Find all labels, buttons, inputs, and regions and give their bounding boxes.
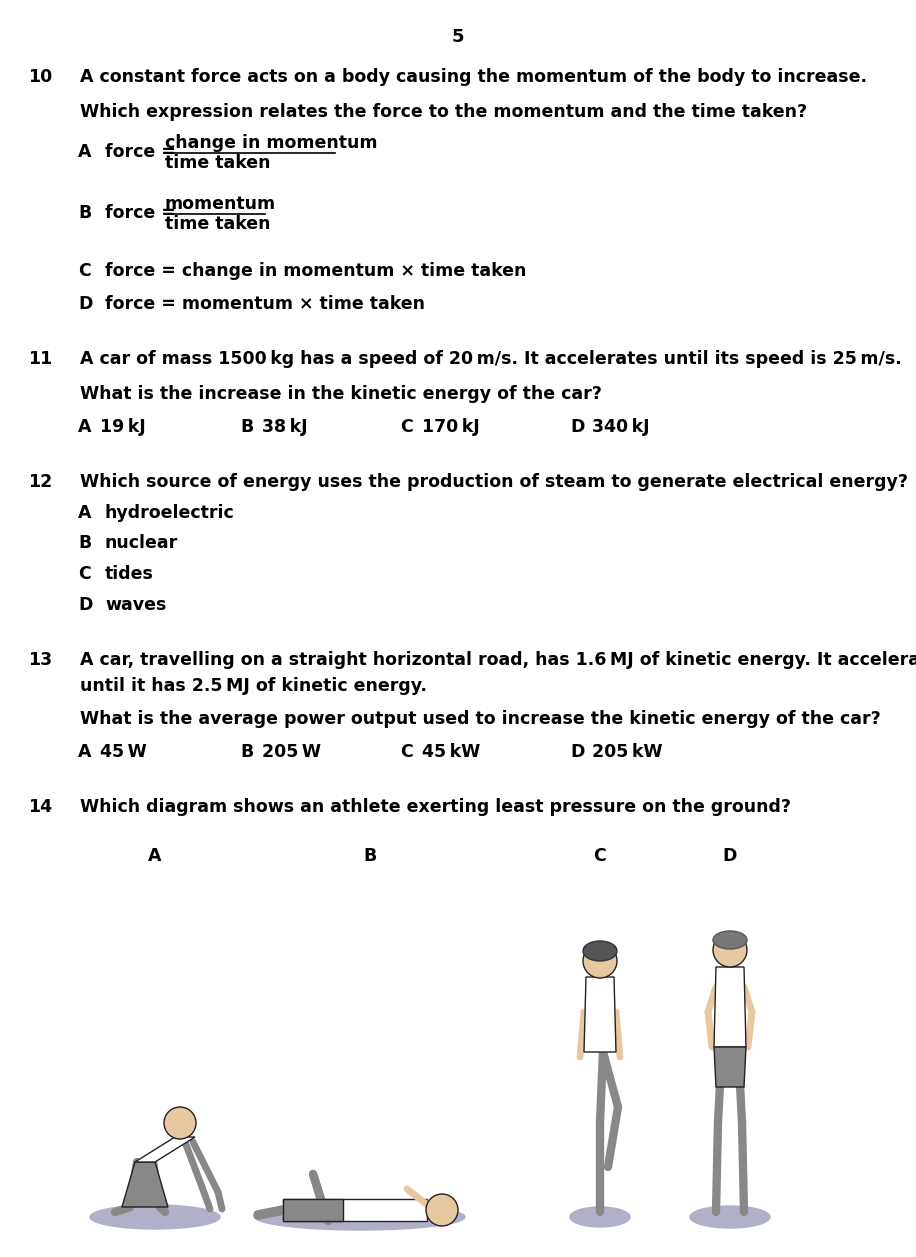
Text: nuclear: nuclear [105,534,179,552]
Text: A: A [78,743,92,762]
Polygon shape [714,1047,746,1087]
Text: A constant force acts on a body causing the momentum of the body to increase.: A constant force acts on a body causing … [80,68,867,85]
Circle shape [164,1107,196,1139]
Text: C: C [78,566,91,583]
Text: B: B [240,743,253,762]
Ellipse shape [583,941,617,962]
Text: 12: 12 [28,473,52,490]
Text: 38 kJ: 38 kJ [262,417,308,436]
Text: A car of mass 1500 kg has a speed of 20 m/s. It accelerates until its speed is 2: A car of mass 1500 kg has a speed of 20 … [80,349,901,367]
Text: waves: waves [105,596,167,613]
Text: B: B [78,205,92,222]
Text: force =: force = [105,143,182,161]
Text: 170 kJ: 170 kJ [422,417,480,436]
Text: B: B [78,534,92,552]
Text: C: C [78,261,91,279]
Text: A car, travelling on a straight horizontal road, has 1.6 MJ of kinetic energy. I: A car, travelling on a straight horizont… [80,651,916,669]
Ellipse shape [570,1207,630,1227]
Text: A: A [78,143,92,161]
Text: force = momentum × time taken: force = momentum × time taken [105,294,425,313]
Text: hydroelectric: hydroelectric [105,504,234,522]
Polygon shape [283,1199,343,1221]
Text: 13: 13 [28,651,52,669]
Text: B: B [364,847,376,865]
Text: A: A [148,847,162,865]
Ellipse shape [255,1204,465,1231]
Text: momentum: momentum [165,195,276,214]
Text: tides: tides [105,566,154,583]
Circle shape [583,944,617,978]
Text: C: C [400,743,413,762]
Text: D: D [723,847,737,865]
Text: 45 W: 45 W [100,743,147,762]
Polygon shape [283,1199,427,1221]
Text: D: D [78,596,93,613]
Text: B: B [240,417,253,436]
Text: D: D [78,294,93,313]
Circle shape [713,933,747,967]
Ellipse shape [90,1205,220,1229]
Text: change in momentum: change in momentum [165,133,377,152]
Polygon shape [584,977,616,1052]
Text: What is the average power output used to increase the kinetic energy of the car?: What is the average power output used to… [80,710,881,728]
Text: Which diagram shows an athlete exerting least pressure on the ground?: Which diagram shows an athlete exerting … [80,798,791,816]
Text: time taken: time taken [165,153,270,172]
Text: Which source of energy uses the production of steam to generate electrical energ: Which source of energy uses the producti… [80,473,908,490]
Text: 14: 14 [28,798,52,816]
Polygon shape [122,1161,168,1207]
Polygon shape [135,1138,195,1161]
Text: D: D [570,417,584,436]
Text: What is the increase in the kinetic energy of the car?: What is the increase in the kinetic ener… [80,385,602,402]
Ellipse shape [690,1205,770,1228]
Text: 10: 10 [28,68,52,85]
Text: time taken: time taken [165,215,270,234]
Text: 340 kJ: 340 kJ [592,417,649,436]
Text: D: D [570,743,584,762]
Text: force =: force = [105,205,182,222]
Text: 45 kW: 45 kW [422,743,480,762]
Text: A: A [78,417,92,436]
Text: Which expression relates the force to the momentum and the time taken?: Which expression relates the force to th… [80,103,807,121]
Text: force = change in momentum × time taken: force = change in momentum × time taken [105,261,527,279]
Text: 11: 11 [28,349,52,367]
Text: A: A [78,504,92,522]
Text: until it has 2.5 MJ of kinetic energy.: until it has 2.5 MJ of kinetic energy. [80,678,427,695]
Text: C: C [400,417,413,436]
Text: 205 kW: 205 kW [592,743,662,762]
Text: C: C [594,847,606,865]
Text: 19 kJ: 19 kJ [100,417,146,436]
Text: 5: 5 [452,28,464,47]
Text: 205 W: 205 W [262,743,321,762]
Polygon shape [714,967,746,1047]
Circle shape [426,1194,458,1226]
Ellipse shape [713,931,747,949]
